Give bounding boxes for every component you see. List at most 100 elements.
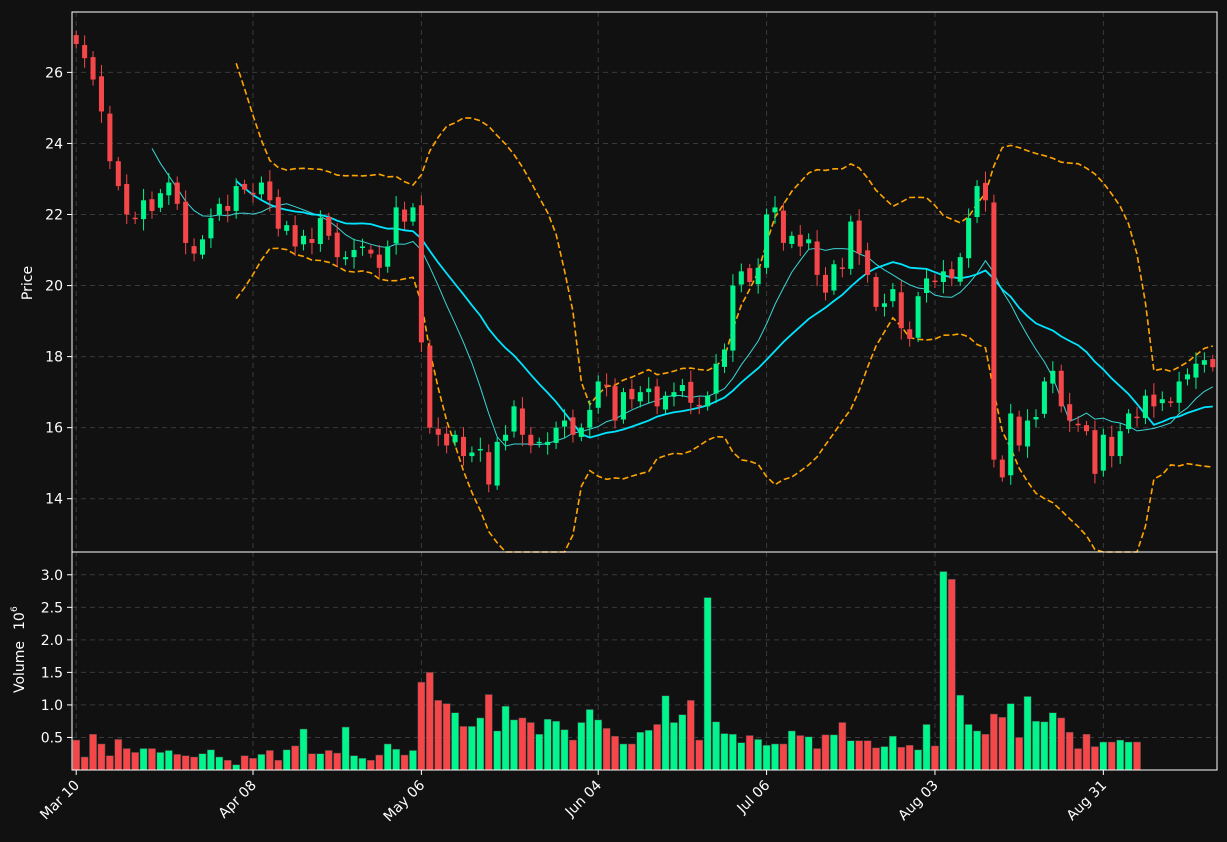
volume-bar bbox=[670, 722, 678, 771]
candle-body bbox=[1126, 413, 1132, 430]
volume-bar bbox=[922, 724, 931, 771]
candle-body bbox=[822, 274, 829, 293]
volume-bar bbox=[628, 743, 636, 771]
candle-body bbox=[831, 264, 837, 291]
candle-body bbox=[612, 386, 618, 421]
price-axis-label: Price bbox=[20, 266, 36, 300]
candle-body bbox=[1075, 423, 1081, 426]
candle-body bbox=[957, 257, 963, 282]
candle-body bbox=[1092, 430, 1098, 474]
volume-bar bbox=[720, 733, 729, 771]
svg-text:Volume: Volume bbox=[12, 641, 28, 693]
volume-bar bbox=[484, 694, 493, 771]
volume-bar bbox=[72, 739, 81, 771]
candle-body bbox=[1142, 395, 1148, 419]
volume-bar bbox=[762, 745, 771, 771]
volume-bar bbox=[745, 735, 754, 771]
candle-body bbox=[907, 329, 913, 339]
volume-bar bbox=[223, 759, 232, 771]
volume-bar bbox=[754, 739, 762, 771]
volume-bar bbox=[240, 755, 249, 771]
volume-bar bbox=[661, 695, 670, 771]
volume-bar bbox=[771, 743, 779, 771]
candle-body bbox=[881, 303, 887, 307]
candle-body bbox=[721, 349, 728, 367]
volume-bar bbox=[964, 724, 973, 771]
candle-body bbox=[595, 381, 601, 408]
volume-bar bbox=[796, 735, 805, 771]
volume-bar bbox=[215, 756, 224, 771]
volume-bar bbox=[89, 733, 97, 771]
candle-body bbox=[1176, 381, 1182, 403]
candle-body bbox=[856, 220, 862, 254]
candle-body bbox=[806, 239, 812, 244]
volume-bar bbox=[510, 719, 518, 771]
candle-body bbox=[216, 203, 222, 215]
candle-body bbox=[646, 388, 652, 393]
candle-body bbox=[334, 232, 340, 258]
volume-bar bbox=[114, 739, 123, 771]
lower-band-line bbox=[235, 247, 1213, 553]
volume-bar bbox=[451, 712, 459, 771]
volume-bar bbox=[889, 735, 897, 771]
candle-body bbox=[124, 183, 130, 215]
candle-body bbox=[115, 161, 121, 187]
volume-bar bbox=[973, 730, 981, 771]
candle-body bbox=[747, 268, 753, 282]
candle-body bbox=[402, 209, 408, 222]
candle-body bbox=[974, 186, 980, 217]
volume-bar bbox=[619, 743, 628, 771]
price-tick-label: 24 bbox=[45, 136, 63, 152]
candle-body bbox=[435, 428, 441, 435]
candle-body bbox=[570, 417, 576, 435]
candle-body bbox=[1008, 413, 1014, 476]
price-tick-label: 26 bbox=[45, 65, 63, 81]
candle-body bbox=[528, 434, 534, 446]
candle-body bbox=[376, 254, 382, 268]
volume-bar bbox=[282, 749, 291, 771]
candle-body bbox=[1134, 416, 1140, 419]
volume-bar bbox=[846, 740, 855, 771]
long-moving-average-line bbox=[235, 180, 1213, 439]
volume-bar bbox=[367, 759, 375, 771]
volume-bar bbox=[518, 717, 527, 771]
volume-bar bbox=[1032, 720, 1040, 771]
volume-tick-label: 2.5 bbox=[41, 600, 63, 616]
candle-body bbox=[536, 441, 542, 444]
volume-bar bbox=[249, 758, 257, 771]
candle-body bbox=[764, 214, 770, 268]
candle-body bbox=[696, 404, 702, 407]
candle-body bbox=[865, 250, 871, 275]
candle-body bbox=[284, 225, 290, 231]
candle-body bbox=[713, 363, 719, 394]
volume-bar bbox=[897, 746, 906, 771]
candle-body bbox=[343, 257, 349, 260]
volume-bar bbox=[1124, 741, 1133, 771]
candle-body bbox=[427, 345, 433, 428]
volume-bar bbox=[1015, 737, 1023, 771]
candle-body bbox=[890, 289, 896, 302]
candle-body bbox=[797, 234, 803, 247]
candle-body bbox=[359, 246, 365, 248]
volume-bar bbox=[106, 755, 114, 771]
candle-body bbox=[663, 395, 669, 410]
volume-bar bbox=[602, 728, 611, 771]
volume-bar bbox=[686, 700, 695, 771]
volume-bar bbox=[383, 743, 392, 771]
volume-bar bbox=[695, 739, 704, 771]
candle-body bbox=[107, 113, 113, 162]
volume-bar bbox=[779, 743, 788, 771]
candle-body bbox=[780, 210, 786, 243]
volume-bar bbox=[830, 734, 838, 771]
volume-bar bbox=[232, 764, 241, 771]
candle-body bbox=[991, 202, 997, 460]
candle-body bbox=[444, 433, 450, 446]
volume-axis-label-text: Volume bbox=[12, 641, 28, 693]
volume-bar bbox=[813, 748, 821, 771]
volume-bar bbox=[350, 755, 358, 771]
candle-body bbox=[309, 239, 315, 243]
candle-body bbox=[1185, 374, 1191, 380]
candle-body bbox=[460, 436, 467, 457]
candle-body bbox=[410, 207, 416, 222]
candle-body bbox=[73, 35, 79, 44]
